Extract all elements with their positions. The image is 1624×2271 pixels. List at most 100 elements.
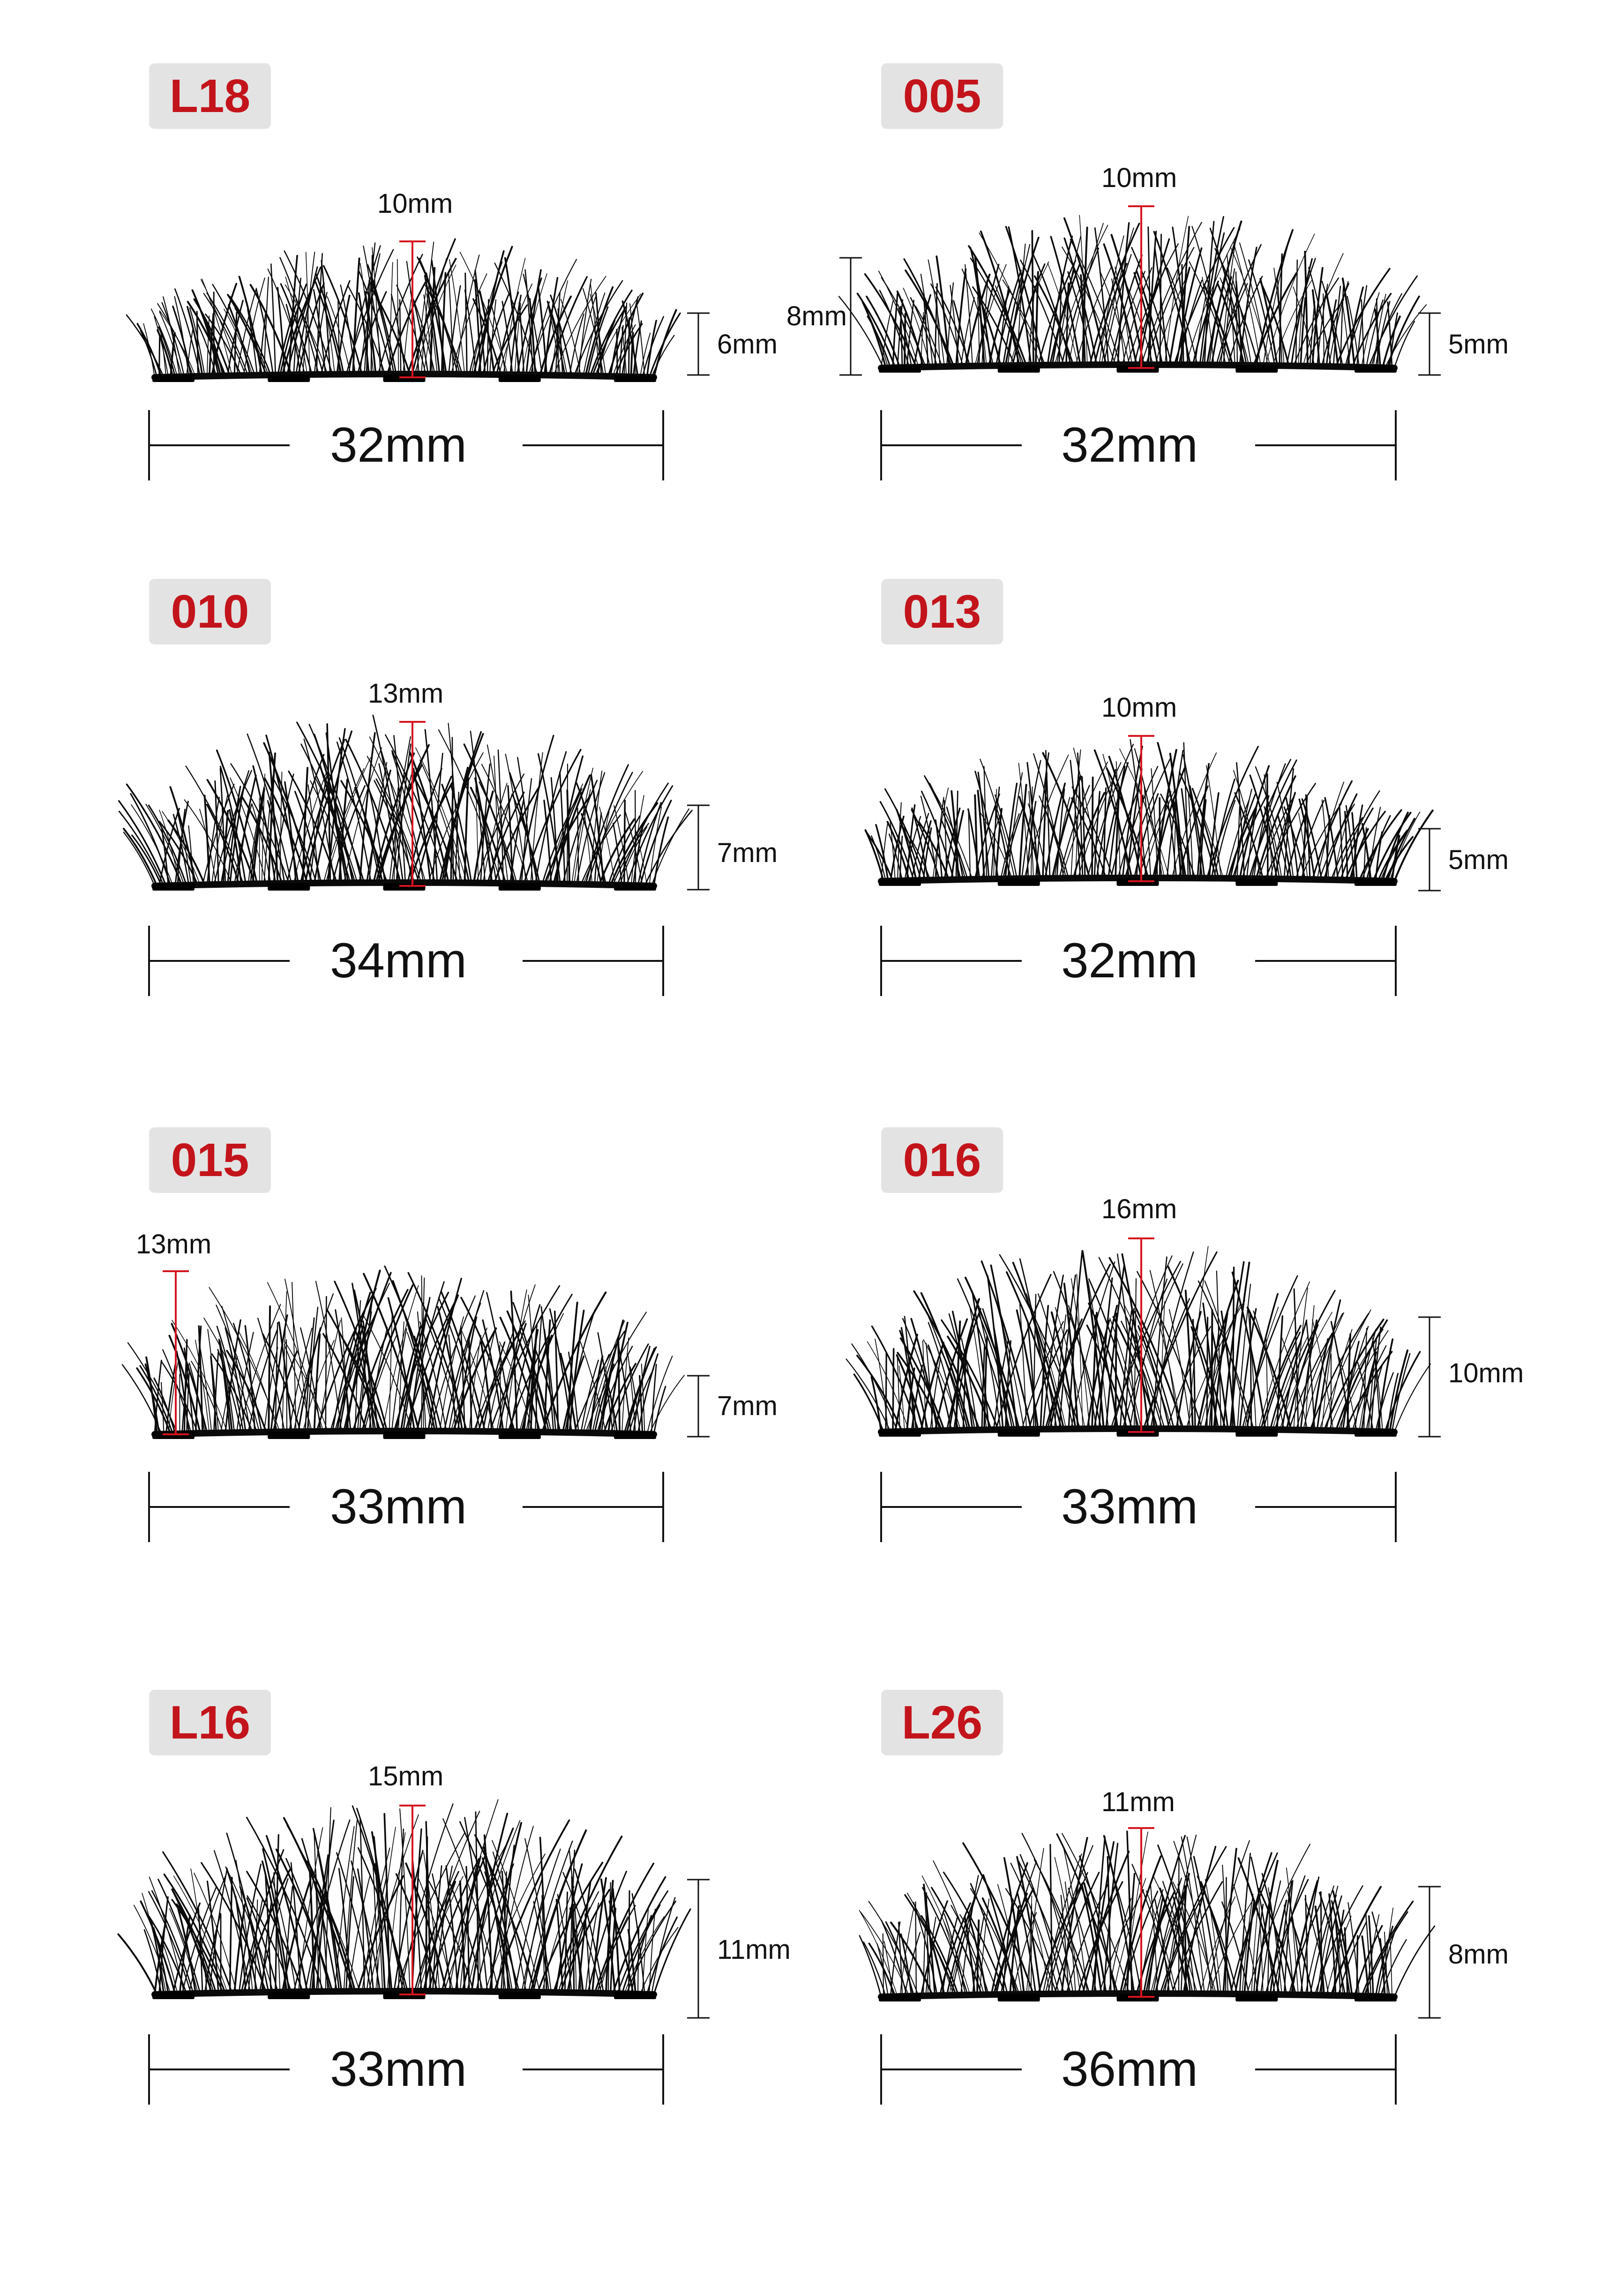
side-length-label: 7mm	[717, 1391, 778, 1421]
eyelash-strand	[1082, 226, 1088, 367]
magnet-strip	[614, 1432, 656, 1439]
lash-band	[878, 875, 1398, 884]
eyelash-strand	[1164, 216, 1189, 366]
eyelash-strand	[1249, 774, 1278, 880]
eyelash-strand	[127, 1342, 178, 1435]
eyelash-strand	[1290, 1918, 1313, 1996]
eyelash-strand	[1274, 792, 1296, 880]
eyelash-strand	[246, 1816, 324, 1993]
eyelash-strand	[960, 297, 975, 367]
eyelash-strand	[1332, 1890, 1353, 1997]
eyelash-strand	[970, 257, 1025, 367]
eyelash-strand	[375, 778, 420, 884]
eyelash-strand	[1246, 1844, 1310, 1995]
eyelash-strand	[1347, 1902, 1360, 1997]
eyelash-strand	[1188, 1246, 1209, 1430]
eyelash-strand	[362, 1313, 413, 1432]
eyelash-strand	[1257, 1888, 1264, 1995]
eyelash-strand	[1044, 1845, 1093, 1995]
eyelash-strand	[1050, 236, 1081, 367]
eyelash-strand	[325, 1296, 327, 1432]
eyelash-strand	[331, 1328, 357, 1433]
eyelash-strand	[946, 806, 964, 881]
eyelash-strand	[496, 1826, 534, 1993]
eyelash-strand	[1031, 230, 1034, 367]
eyelash-strand	[421, 1275, 424, 1432]
side-length-label: 8mm	[1448, 1939, 1509, 1970]
eyelash-strand	[1049, 1844, 1053, 1995]
eyelash-strand	[1386, 817, 1415, 882]
eyelash-strand	[1233, 1884, 1259, 1995]
eyelash-strand	[566, 789, 571, 885]
eyelash-strand	[1150, 1884, 1158, 1994]
eyelash-strand	[469, 1335, 481, 1432]
eyelash-strand	[623, 799, 626, 886]
eyelash-strand	[271, 1878, 297, 1993]
eyelash-strand	[1126, 243, 1179, 366]
eyelash-strand	[352, 1805, 406, 1993]
eyelash-strand	[616, 1890, 669, 1994]
eyelash-strand	[1110, 234, 1145, 366]
eyelash-strand	[1094, 227, 1109, 366]
eyelash-strand	[263, 1347, 278, 1433]
eyelash-strand	[417, 1875, 454, 1993]
eyelash-strand	[1298, 812, 1308, 880]
eyelash-strand	[1106, 767, 1149, 879]
eyelash-strand	[225, 1319, 241, 1434]
eyelash-strand	[1145, 1890, 1177, 1995]
eyelash-strand	[1375, 831, 1383, 882]
eyelash-strand	[1363, 1327, 1368, 1432]
eyelash-strand	[1154, 1899, 1170, 1995]
eyelash-strand	[1068, 1888, 1098, 1995]
eyelash-strand	[896, 1354, 924, 1432]
eyelash-strand	[1145, 1298, 1190, 1430]
eyelash-strand	[1268, 1887, 1282, 1996]
eyelash-strand	[443, 1839, 509, 1993]
eyelash-strand	[923, 1339, 961, 1432]
eyelash-strand	[1042, 1274, 1064, 1431]
eyelash-strand	[268, 1305, 271, 1434]
eyelash-strand	[121, 1364, 162, 1435]
eyelash-strand	[493, 785, 540, 884]
eyelash-strand	[1175, 247, 1203, 366]
eyelash-strand	[226, 1349, 268, 1433]
eyelash-strand	[369, 736, 427, 884]
eyelash-strand	[929, 1357, 941, 1432]
eyelash-strand	[600, 1878, 616, 1995]
eyelash-strand	[374, 780, 415, 884]
eyelash-strand	[1070, 797, 1107, 879]
eyelash-strand	[925, 776, 973, 880]
eyelash-strand	[1111, 278, 1125, 366]
eyelash-strand	[303, 738, 336, 884]
magnet-strip	[997, 1994, 1040, 2001]
eyelash-strand	[557, 308, 563, 377]
eyelash-strand	[947, 1335, 992, 1432]
eyelash-strand	[244, 1325, 256, 1434]
eyelash-strand	[1331, 1900, 1351, 1997]
eyelash-strand	[506, 1310, 548, 1434]
eyelash-strand	[338, 1868, 352, 1993]
eyelash-strand	[1122, 1263, 1183, 1430]
eyelash-strand	[1265, 1334, 1268, 1431]
eyelash-strand	[448, 285, 461, 375]
eyelash-strand	[1242, 1894, 1254, 1995]
eyelash-strand	[416, 776, 452, 884]
eyelash-strand	[1182, 1845, 1217, 1995]
eyelash-strand	[417, 256, 461, 375]
eyelash-strand	[617, 1339, 621, 1435]
eyelash-strand	[1007, 772, 1023, 880]
eyelash-strand	[322, 1333, 368, 1432]
eyelash-strand	[1191, 226, 1227, 366]
eyelash-strand	[348, 245, 381, 375]
eyelash-strand	[1133, 272, 1159, 366]
eyelash-strand	[1379, 1939, 1407, 1997]
eyelash-strand	[318, 1319, 341, 1432]
eyelash-strand	[1189, 261, 1231, 366]
eyelash-strand	[304, 1317, 315, 1433]
eyelash-strand	[301, 1838, 338, 1993]
eyelash-strand	[169, 786, 197, 886]
eyelash-strand	[1103, 243, 1138, 366]
eyelash-strand	[1208, 792, 1220, 880]
eyelash-strand	[158, 326, 176, 378]
